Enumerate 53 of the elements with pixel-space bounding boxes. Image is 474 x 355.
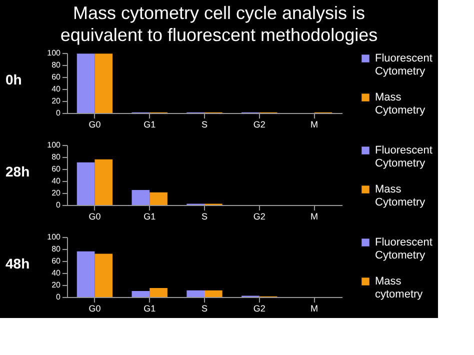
legend-label: Fluorescent Cytometry (375, 52, 432, 78)
x-tick-label: G1 (144, 212, 156, 222)
y-tick-label: 0 (56, 200, 62, 210)
x-tick-label: G0 (88, 304, 101, 314)
y-tick-label: 20 (52, 280, 62, 290)
x-tick-label: S (201, 304, 208, 314)
y-tick-label: 40 (52, 176, 62, 186)
y-axis-title: 28h (6, 164, 30, 180)
y-tick-label: 80 (52, 152, 62, 162)
y-tick-label: 60 (52, 164, 62, 174)
x-tick-label: G2 (253, 304, 266, 314)
x-tick-label: M (310, 212, 318, 222)
x-tick-label: M (310, 304, 318, 314)
y-tick-label: 100 (47, 232, 62, 242)
y-tick-label: 80 (52, 244, 62, 254)
text: Mass Cytometry (375, 184, 426, 208)
y-tick-label: 60 (52, 72, 62, 82)
chart-title: Mass cytometry cell cycle analysis is equivalent to fluorescent methodologies (60, 3, 378, 45)
legend-label: Fluorescent Cytometry (375, 236, 432, 262)
bar (150, 288, 168, 297)
y-tick-label: 0 (56, 292, 62, 302)
bar (94, 159, 113, 205)
y-tick-label: 100 (47, 48, 62, 58)
bar (132, 190, 150, 205)
x-tick-label: G0 (88, 120, 101, 130)
bar (150, 192, 168, 205)
y-axis-title: 48h (6, 256, 30, 272)
x-tick-label: G2 (253, 120, 266, 130)
x-tick-label: G1 (144, 120, 156, 130)
y-tick-label: 60 (52, 256, 62, 266)
y-tick-label: 20 (52, 96, 62, 106)
y-tick-label: 80 (52, 60, 62, 70)
x-tick-label: G2 (253, 212, 266, 222)
y-tick-label: 20 (52, 188, 62, 198)
bar (186, 290, 204, 297)
x-tick-label: G0 (88, 212, 101, 222)
bar (94, 254, 113, 297)
bar (132, 291, 150, 297)
y-tick-label: 0 (56, 108, 62, 118)
x-tick-label: G1 (144, 304, 156, 314)
x-tick-label: S (201, 120, 208, 130)
bar (204, 290, 222, 297)
y-tick-label: 40 (52, 268, 62, 278)
y-tick-label: 40 (52, 84, 62, 94)
x-tick-label: M (310, 120, 318, 130)
x-tick-label: S (201, 212, 208, 222)
y-axis-title: 0h (6, 72, 22, 88)
legend-label: Mass cytometry (375, 276, 424, 300)
bar (76, 251, 95, 297)
y-tick-label: 100 (47, 140, 62, 150)
legend-label: Mass Cytometry (375, 92, 426, 116)
bar (76, 162, 95, 205)
text: Fluorescent Cytometry (375, 144, 432, 170)
